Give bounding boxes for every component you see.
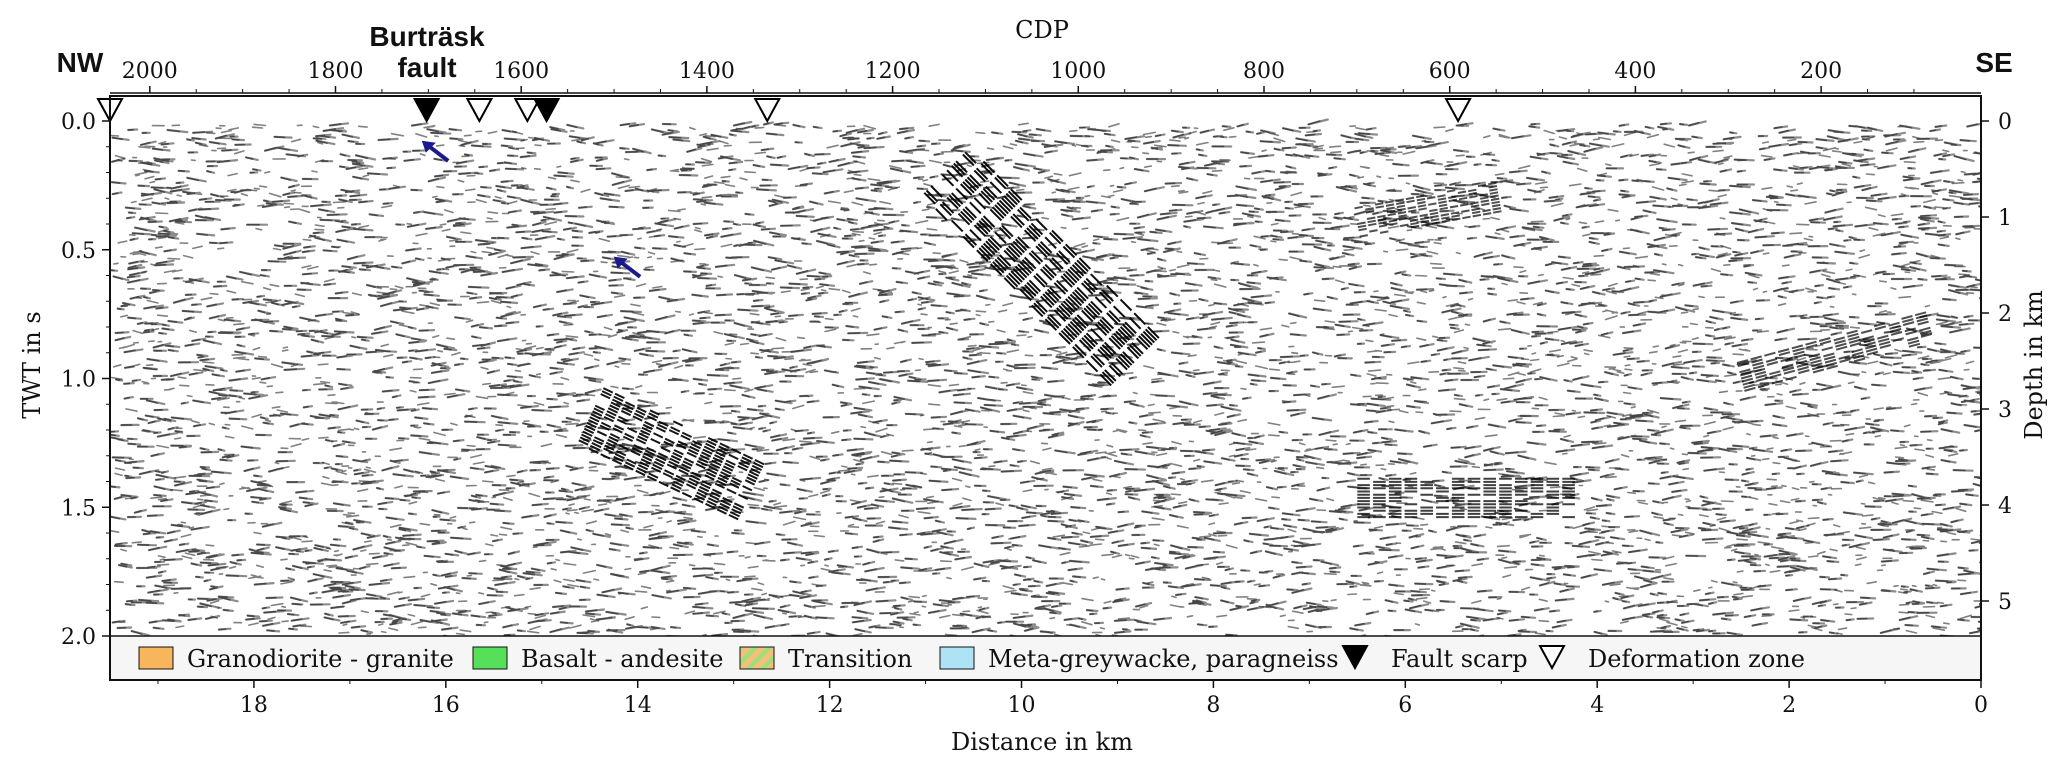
legend: Granodiorite - granite Basalt - andesite T… bbox=[138, 645, 1805, 673]
annotation-arrow-head bbox=[421, 140, 436, 153]
depth-tick-label: 4 bbox=[1998, 494, 2012, 519]
twt-tick-label: 1.5 bbox=[61, 496, 96, 521]
depth-tick-label: 0 bbox=[1998, 110, 2012, 135]
se-label: SE bbox=[1975, 47, 2012, 78]
legend-swatch-transition bbox=[739, 646, 775, 670]
fault-scarp-marker bbox=[412, 98, 441, 124]
twt-ticks: 0.0 0.5 1.0 1.5 2.0 bbox=[61, 110, 110, 650]
distance-tick-label: 10 bbox=[1008, 693, 1036, 718]
plot-frame bbox=[109, 95, 1982, 681]
x-axis-label: Distance in km bbox=[951, 728, 1133, 756]
reflector-3 bbox=[1357, 477, 1575, 519]
reflector-2 bbox=[578, 387, 765, 521]
noise-strokes bbox=[110, 120, 1981, 636]
annotation-arrow-head bbox=[613, 256, 628, 269]
y-axis-left-label: TWT in s bbox=[18, 311, 46, 418]
legend-label-greywacke: Meta-greywacke, paragneiss bbox=[988, 645, 1339, 673]
deformation-zone-marker bbox=[753, 98, 781, 124]
twt-tick-label: 0.0 bbox=[61, 110, 96, 135]
legend-swatch-deformation_zone bbox=[1538, 645, 1566, 671]
distance-tick-label: 8 bbox=[1206, 693, 1220, 718]
distance-tick-label: 14 bbox=[624, 693, 652, 718]
depth-tick-label: 1 bbox=[1998, 206, 2012, 231]
fault-scarp-marker bbox=[532, 98, 561, 124]
twt-tick-label: 2.0 bbox=[61, 625, 96, 650]
arrow-layer bbox=[421, 140, 642, 279]
nw-label: NW bbox=[57, 47, 104, 78]
distance-ticks: 18 16 14 12 10 8 6 4 2 0 bbox=[157, 680, 1988, 718]
fault-title-line1: Burträsk bbox=[369, 21, 485, 52]
distance-tick-label: 18 bbox=[240, 693, 268, 718]
seismic-reflectors bbox=[578, 151, 1933, 521]
deformation-zone-marker bbox=[465, 98, 494, 124]
twt-tick-label: 1.0 bbox=[61, 368, 96, 393]
reflector-5 bbox=[1354, 181, 1502, 238]
depth-tick-label: 5 bbox=[1998, 590, 2012, 615]
distance-tick-label: 2 bbox=[1782, 693, 1796, 718]
fault-title-line2: fault bbox=[397, 52, 456, 83]
deformation-zone-marker bbox=[513, 98, 542, 124]
y-axis-right-label: Depth in km bbox=[2020, 290, 2048, 440]
legend-swatch-granite bbox=[138, 646, 174, 670]
legend-swatch-greywacke bbox=[939, 646, 975, 670]
legend-label-granite: Granodiorite - granite bbox=[187, 645, 454, 673]
cdp-tick-label-1400: 1400 bbox=[679, 59, 735, 84]
cdp-tick-label-600: 600 bbox=[1429, 59, 1471, 84]
annotation-arrow-shaft bbox=[619, 260, 642, 279]
legend-swatch-basalt bbox=[472, 646, 508, 670]
reflector-1 bbox=[923, 151, 1160, 387]
distance-tick-label: 6 bbox=[1398, 693, 1412, 718]
cdp-axis-label: CDP bbox=[1015, 16, 1069, 44]
depth-ticks: 0 1 2 3 4 5 bbox=[1981, 110, 2012, 615]
reflector-4 bbox=[1736, 311, 1933, 392]
depth-tick-label: 3 bbox=[1998, 398, 2012, 423]
cdp-tick-label-200: 200 bbox=[1800, 59, 1842, 84]
legend-label-transition: Transition bbox=[788, 645, 912, 673]
cdp-tick-label-1000: 1000 bbox=[1050, 59, 1106, 84]
seismic-noise bbox=[110, 118, 1981, 636]
cdp-tick-label-1800: 1800 bbox=[308, 59, 364, 84]
cdp-tick-label-800: 800 bbox=[1243, 59, 1285, 84]
cdp-tick-label-1200: 1200 bbox=[865, 59, 921, 84]
distance-tick-label: 12 bbox=[816, 693, 844, 718]
legend-label-deformation_zone: Deformation zone bbox=[1588, 645, 1805, 673]
cdp-tick-label-400: 400 bbox=[1614, 59, 1656, 84]
deformation-zone-marker bbox=[1444, 98, 1472, 124]
twt-tick-label: 0.5 bbox=[61, 239, 96, 264]
cdp-tick-label-1600: 1600 bbox=[493, 59, 549, 84]
distance-tick-label: 4 bbox=[1590, 693, 1604, 718]
cdp-tick-label-2000: 2000 bbox=[122, 59, 178, 84]
distance-tick-label: 16 bbox=[432, 693, 460, 718]
cdp-ticks: 2000 1800 1600 1400 1200 1000 800 600 400 200 bbox=[122, 59, 1915, 93]
depth-tick-label: 2 bbox=[1998, 302, 2012, 327]
legend-label-basalt: Basalt - andesite bbox=[521, 645, 723, 673]
annotation-arrow-shaft bbox=[427, 144, 450, 163]
legend-swatch-fault_scarp bbox=[1341, 645, 1369, 671]
noise-strokes-dark bbox=[110, 118, 1981, 636]
legend-label-fault_scarp: Fault scarp bbox=[1391, 645, 1528, 673]
distance-tick-label: 0 bbox=[1974, 693, 1988, 718]
